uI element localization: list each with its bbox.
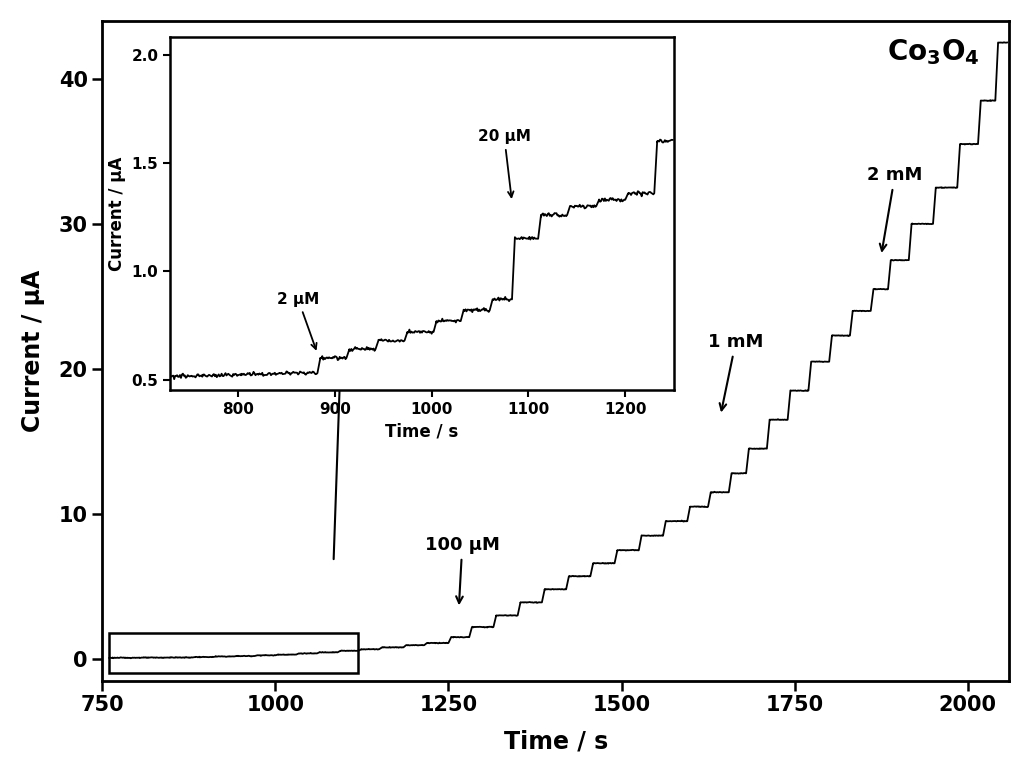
Text: 100 μM: 100 μM — [424, 536, 500, 603]
Y-axis label: Current / μA: Current / μA — [21, 269, 45, 432]
Text: $\mathbf{Co_3O_4}$: $\mathbf{Co_3O_4}$ — [887, 37, 980, 67]
X-axis label: Time / s: Time / s — [504, 729, 608, 753]
Text: 2 mM: 2 mM — [867, 166, 923, 251]
Text: 1 mM: 1 mM — [708, 333, 763, 410]
Bar — [109, 633, 358, 673]
